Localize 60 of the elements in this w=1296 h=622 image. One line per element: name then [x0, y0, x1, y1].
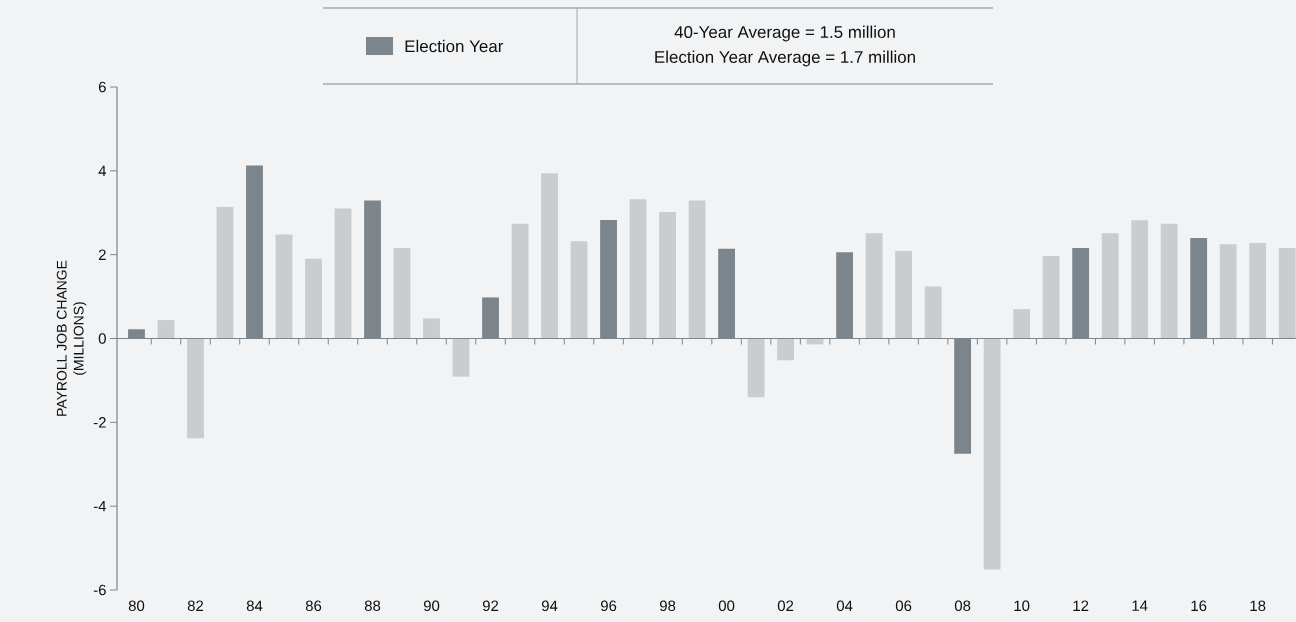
bar — [777, 338, 794, 361]
bar — [305, 258, 322, 339]
bar — [541, 173, 558, 339]
x-tick-label: 14 — [1132, 600, 1148, 611]
y-tick-label: 2 — [98, 249, 106, 260]
x-tick-label: 02 — [777, 600, 794, 612]
bar — [423, 318, 440, 339]
bar — [187, 338, 204, 439]
bar — [688, 200, 706, 339]
bar — [275, 234, 293, 339]
bar — [629, 199, 647, 339]
bar — [157, 320, 175, 339]
y-tick-label: 6 — [98, 81, 106, 93]
x-tick-label: 90 — [423, 600, 440, 612]
y-axis-title: PAYROLL JOB CHANGE (MILLIONS) — [56, 260, 87, 416]
x-tick-label: 82 — [187, 600, 204, 612]
y-tick-label: 0 — [98, 333, 106, 344]
x-tick-label: 88 — [364, 600, 381, 612]
bar — [1278, 247, 1296, 339]
text: 40-Year Average = 1.5 million — [674, 25, 895, 42]
y-tick-label: -6 — [93, 584, 106, 596]
bar — [1131, 220, 1149, 339]
x-tick-label: 86 — [305, 600, 322, 612]
y-tick-label: -4 — [93, 501, 107, 512]
x-tick-label: 96 — [600, 600, 617, 612]
bar — [1013, 309, 1031, 339]
y-tick-label: 4 — [98, 165, 107, 176]
bar — [1219, 244, 1237, 339]
x-tick-label: 84 — [246, 600, 263, 612]
x-tick-label: 04 — [836, 600, 853, 612]
text: Election Year Average = 1.7 million — [655, 50, 915, 67]
bar — [865, 233, 883, 339]
x-tick-label: 16 — [1191, 600, 1207, 612]
x-tick-label: 92 — [482, 600, 499, 612]
bar — [1160, 223, 1178, 339]
x-tick-label: 12 — [1073, 600, 1089, 611]
bar — [924, 286, 942, 339]
bar — [1249, 242, 1267, 339]
bar — [659, 211, 676, 339]
x-tick-label: 08 — [954, 600, 971, 612]
bar — [216, 206, 234, 339]
bar — [570, 241, 588, 339]
x-tick-label: 18 — [1250, 600, 1266, 612]
bar — [393, 247, 411, 339]
x-tick-label: 98 — [659, 600, 676, 612]
bar — [747, 338, 765, 398]
legend-label: Election Year — [405, 39, 504, 53]
x-tick-label: 94 — [541, 600, 558, 612]
bar — [452, 338, 470, 377]
bar — [983, 338, 1001, 570]
x-tick-label: 06 — [895, 600, 912, 612]
y-tick-label: -2 — [93, 417, 106, 428]
bar — [511, 223, 529, 339]
x-tick-label: 80 — [128, 600, 145, 612]
x-tick-label: 10 — [1014, 600, 1030, 612]
bar — [1101, 233, 1119, 339]
bar — [334, 208, 352, 339]
bar — [1042, 255, 1060, 339]
bar — [895, 250, 913, 339]
x-tick-label: 00 — [718, 600, 735, 612]
